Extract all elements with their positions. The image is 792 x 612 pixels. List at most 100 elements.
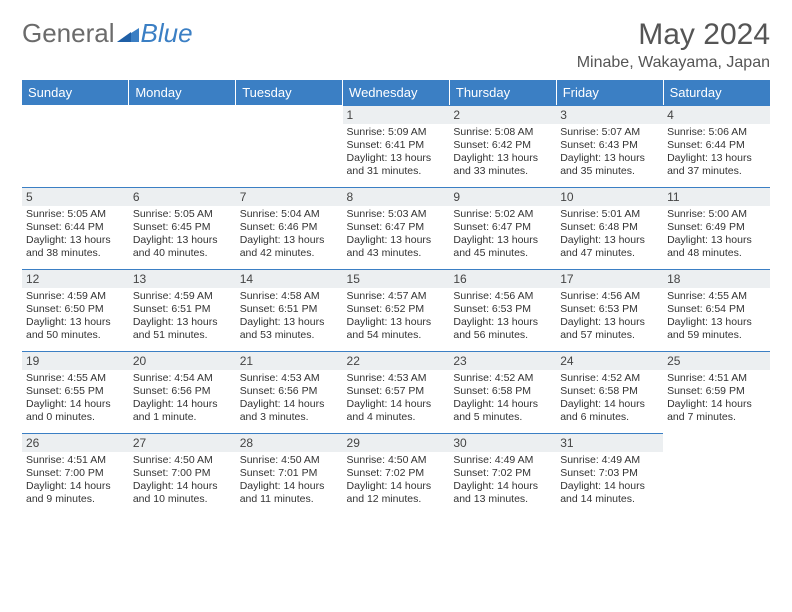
sunrise-text: Sunrise: 4:59 AM	[133, 290, 232, 303]
calendar-row: 19Sunrise: 4:55 AMSunset: 6:55 PMDayligh…	[22, 351, 770, 433]
day-number: 17	[556, 269, 663, 288]
daylight-text: Daylight: 14 hours and 10 minutes.	[133, 480, 232, 506]
sunset-text: Sunset: 6:41 PM	[347, 139, 446, 152]
calendar-cell: 4Sunrise: 5:06 AMSunset: 6:44 PMDaylight…	[663, 105, 770, 187]
sunrise-text: Sunrise: 4:50 AM	[240, 454, 339, 467]
day-number: 19	[22, 351, 129, 370]
calendar-cell: 27Sunrise: 4:50 AMSunset: 7:00 PMDayligh…	[129, 433, 236, 515]
day-number: 29	[343, 433, 450, 452]
sunset-text: Sunset: 6:55 PM	[26, 385, 125, 398]
calendar-cell: 14Sunrise: 4:58 AMSunset: 6:51 PMDayligh…	[236, 269, 343, 351]
calendar-cell	[129, 105, 236, 187]
day-details: Sunrise: 4:59 AMSunset: 6:51 PMDaylight:…	[129, 288, 236, 343]
day-number: 3	[556, 105, 663, 124]
day-details: Sunrise: 5:08 AMSunset: 6:42 PMDaylight:…	[449, 124, 556, 179]
sunset-text: Sunset: 6:57 PM	[347, 385, 446, 398]
day-number: 6	[129, 187, 236, 206]
sunset-text: Sunset: 6:52 PM	[347, 303, 446, 316]
day-details: Sunrise: 5:03 AMSunset: 6:47 PMDaylight:…	[343, 206, 450, 261]
day-header: Monday	[129, 80, 236, 105]
daylight-text: Daylight: 14 hours and 3 minutes.	[240, 398, 339, 424]
day-details: Sunrise: 4:49 AMSunset: 7:03 PMDaylight:…	[556, 452, 663, 507]
day-details: Sunrise: 4:50 AMSunset: 7:00 PMDaylight:…	[129, 452, 236, 507]
day-number: 8	[343, 187, 450, 206]
day-details: Sunrise: 4:53 AMSunset: 6:56 PMDaylight:…	[236, 370, 343, 425]
sunset-text: Sunset: 7:03 PM	[560, 467, 659, 480]
sunrise-text: Sunrise: 5:03 AM	[347, 208, 446, 221]
sunset-text: Sunset: 6:47 PM	[347, 221, 446, 234]
day-details: Sunrise: 4:55 AMSunset: 6:55 PMDaylight:…	[22, 370, 129, 425]
day-details: Sunrise: 4:57 AMSunset: 6:52 PMDaylight:…	[343, 288, 450, 343]
sunrise-text: Sunrise: 5:07 AM	[560, 126, 659, 139]
day-header-row: Sunday Monday Tuesday Wednesday Thursday…	[22, 80, 770, 105]
day-number: 18	[663, 269, 770, 288]
day-number: 4	[663, 105, 770, 124]
calendar-cell: 31Sunrise: 4:49 AMSunset: 7:03 PMDayligh…	[556, 433, 663, 515]
sunrise-text: Sunrise: 4:58 AM	[240, 290, 339, 303]
sunrise-text: Sunrise: 4:53 AM	[240, 372, 339, 385]
sunset-text: Sunset: 7:02 PM	[347, 467, 446, 480]
day-number: 13	[129, 269, 236, 288]
daylight-text: Daylight: 13 hours and 33 minutes.	[453, 152, 552, 178]
sunset-text: Sunset: 6:53 PM	[453, 303, 552, 316]
sunrise-text: Sunrise: 4:59 AM	[26, 290, 125, 303]
daylight-text: Daylight: 14 hours and 12 minutes.	[347, 480, 446, 506]
day-number: 12	[22, 269, 129, 288]
daylight-text: Daylight: 13 hours and 50 minutes.	[26, 316, 125, 342]
sunset-text: Sunset: 7:00 PM	[26, 467, 125, 480]
sunrise-text: Sunrise: 4:53 AM	[347, 372, 446, 385]
daylight-text: Daylight: 13 hours and 59 minutes.	[667, 316, 766, 342]
calendar-cell: 10Sunrise: 5:01 AMSunset: 6:48 PMDayligh…	[556, 187, 663, 269]
daylight-text: Daylight: 14 hours and 11 minutes.	[240, 480, 339, 506]
sunrise-text: Sunrise: 5:05 AM	[26, 208, 125, 221]
calendar-cell: 24Sunrise: 4:52 AMSunset: 6:58 PMDayligh…	[556, 351, 663, 433]
calendar-row: 5Sunrise: 5:05 AMSunset: 6:44 PMDaylight…	[22, 187, 770, 269]
day-number: 24	[556, 351, 663, 370]
sunset-text: Sunset: 6:49 PM	[667, 221, 766, 234]
day-details: Sunrise: 4:49 AMSunset: 7:02 PMDaylight:…	[449, 452, 556, 507]
calendar-row: 26Sunrise: 4:51 AMSunset: 7:00 PMDayligh…	[22, 433, 770, 515]
day-number: 27	[129, 433, 236, 452]
day-details: Sunrise: 4:53 AMSunset: 6:57 PMDaylight:…	[343, 370, 450, 425]
calendar-cell: 3Sunrise: 5:07 AMSunset: 6:43 PMDaylight…	[556, 105, 663, 187]
daylight-text: Daylight: 13 hours and 38 minutes.	[26, 234, 125, 260]
sunrise-text: Sunrise: 4:56 AM	[560, 290, 659, 303]
sunrise-text: Sunrise: 4:56 AM	[453, 290, 552, 303]
sunrise-text: Sunrise: 4:55 AM	[26, 372, 125, 385]
day-header: Tuesday	[236, 80, 343, 105]
day-header: Thursday	[449, 80, 556, 105]
calendar-cell: 22Sunrise: 4:53 AMSunset: 6:57 PMDayligh…	[343, 351, 450, 433]
day-details: Sunrise: 4:50 AMSunset: 7:02 PMDaylight:…	[343, 452, 450, 507]
daylight-text: Daylight: 14 hours and 5 minutes.	[453, 398, 552, 424]
calendar-cell: 11Sunrise: 5:00 AMSunset: 6:49 PMDayligh…	[663, 187, 770, 269]
daylight-text: Daylight: 13 hours and 54 minutes.	[347, 316, 446, 342]
daylight-text: Daylight: 14 hours and 9 minutes.	[26, 480, 125, 506]
sunrise-text: Sunrise: 5:04 AM	[240, 208, 339, 221]
sunrise-text: Sunrise: 5:06 AM	[667, 126, 766, 139]
sunrise-text: Sunrise: 5:08 AM	[453, 126, 552, 139]
sunset-text: Sunset: 6:50 PM	[26, 303, 125, 316]
sunrise-text: Sunrise: 5:09 AM	[347, 126, 446, 139]
day-details: Sunrise: 4:51 AMSunset: 6:59 PMDaylight:…	[663, 370, 770, 425]
day-number: 21	[236, 351, 343, 370]
day-details: Sunrise: 5:05 AMSunset: 6:45 PMDaylight:…	[129, 206, 236, 261]
sunset-text: Sunset: 6:51 PM	[240, 303, 339, 316]
calendar-cell	[663, 433, 770, 515]
day-details: Sunrise: 4:51 AMSunset: 7:00 PMDaylight:…	[22, 452, 129, 507]
daylight-text: Daylight: 13 hours and 31 minutes.	[347, 152, 446, 178]
daylight-text: Daylight: 13 hours and 35 minutes.	[560, 152, 659, 178]
day-number: 16	[449, 269, 556, 288]
logo-text-blue: Blue	[141, 18, 193, 49]
sunrise-text: Sunrise: 5:02 AM	[453, 208, 552, 221]
calendar-cell: 13Sunrise: 4:59 AMSunset: 6:51 PMDayligh…	[129, 269, 236, 351]
day-number: 20	[129, 351, 236, 370]
day-details: Sunrise: 5:05 AMSunset: 6:44 PMDaylight:…	[22, 206, 129, 261]
sunset-text: Sunset: 6:58 PM	[453, 385, 552, 398]
month-title: May 2024	[577, 18, 770, 52]
day-header: Saturday	[663, 80, 770, 105]
calendar-cell: 17Sunrise: 4:56 AMSunset: 6:53 PMDayligh…	[556, 269, 663, 351]
daylight-text: Daylight: 13 hours and 40 minutes.	[133, 234, 232, 260]
day-details: Sunrise: 5:07 AMSunset: 6:43 PMDaylight:…	[556, 124, 663, 179]
day-number: 23	[449, 351, 556, 370]
calendar-cell: 2Sunrise: 5:08 AMSunset: 6:42 PMDaylight…	[449, 105, 556, 187]
